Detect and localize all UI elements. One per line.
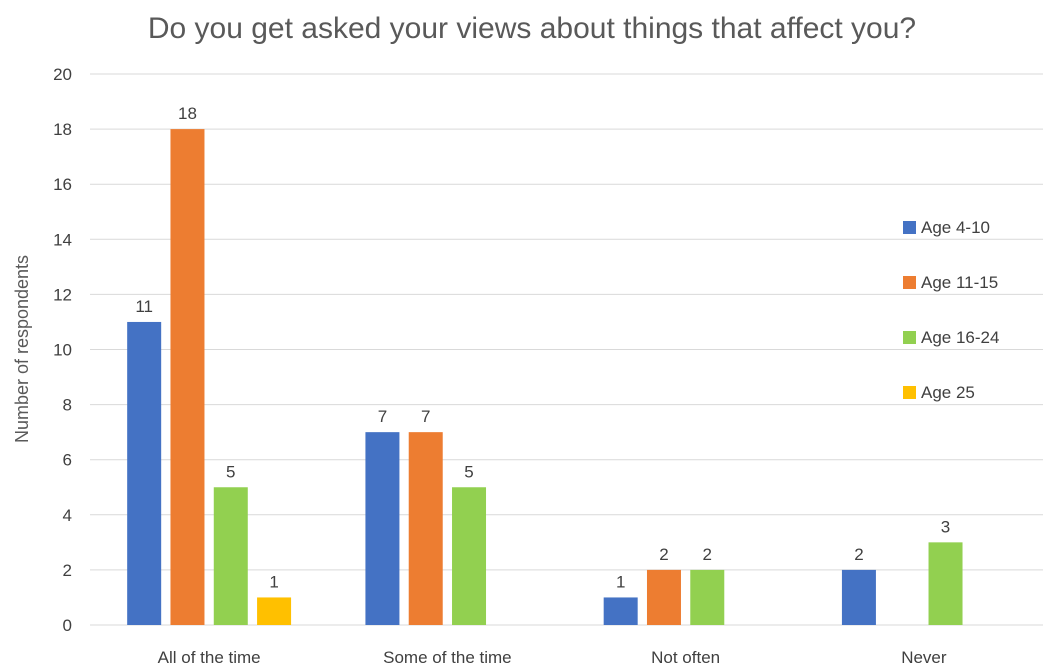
y-tick-label: 4 [63, 506, 72, 525]
bar [408, 432, 443, 625]
y-axis-ticks: 0 2 4 6 8 10 12 14 16 18 20 [53, 65, 72, 635]
bar [603, 597, 638, 625]
data-label: 18 [178, 104, 197, 123]
y-tick-label: 20 [53, 65, 72, 84]
bar [841, 569, 876, 625]
y-tick-label: 12 [53, 285, 72, 304]
data-label: 2 [854, 545, 863, 564]
legend-swatch [903, 386, 916, 399]
data-label: 7 [378, 407, 387, 426]
data-label: 3 [941, 517, 950, 536]
gridlines [90, 73, 1043, 626]
legend-swatch [903, 331, 916, 344]
y-tick-label: 8 [63, 396, 72, 415]
bar [452, 487, 487, 625]
bar [646, 569, 681, 625]
y-tick-label: 0 [63, 616, 72, 635]
y-tick-label: 16 [53, 175, 72, 194]
legend-label: Age 16-24 [921, 328, 999, 347]
data-label: 1 [616, 572, 625, 591]
legend-swatch [903, 221, 916, 234]
legend: Age 4-10 Age 11-15 Age 16-24 Age 25 [903, 218, 999, 402]
x-category-label: All of the time [158, 648, 261, 667]
data-label: 11 [135, 297, 153, 316]
data-label: 1 [269, 572, 278, 591]
x-category-label: Never [901, 648, 947, 667]
y-tick-label: 2 [63, 561, 72, 580]
y-axis-title: Number of respondents [12, 255, 32, 443]
y-tick-label: 14 [53, 230, 72, 249]
data-label: 2 [659, 545, 668, 564]
bar [257, 597, 292, 625]
data-label: 5 [226, 462, 235, 481]
x-axis-categories: All of the time Some of the time Not often… [158, 648, 947, 667]
data-labels: 11 18 5 1 7 7 5 1 2 2 2 3 [135, 104, 950, 591]
bar [365, 432, 400, 625]
x-category-label: Some of the time [383, 648, 512, 667]
bar [213, 487, 248, 625]
legend-label: Age 11-15 [921, 273, 998, 292]
data-label: 2 [703, 545, 712, 564]
bar [928, 542, 963, 625]
y-tick-label: 6 [63, 451, 72, 470]
y-tick-label: 10 [53, 341, 72, 360]
legend-label: Age 4-10 [921, 218, 990, 237]
legend-label: Age 25 [921, 383, 975, 402]
data-label: 5 [464, 462, 473, 481]
bar [127, 321, 162, 625]
y-tick-label: 18 [53, 120, 72, 139]
bar [690, 569, 725, 625]
bars [127, 129, 963, 625]
legend-swatch [903, 276, 916, 289]
chart-title: Do you get asked your views about things… [148, 12, 916, 45]
bar [170, 129, 205, 625]
data-label: 7 [421, 407, 430, 426]
x-category-label: Not often [651, 648, 720, 667]
